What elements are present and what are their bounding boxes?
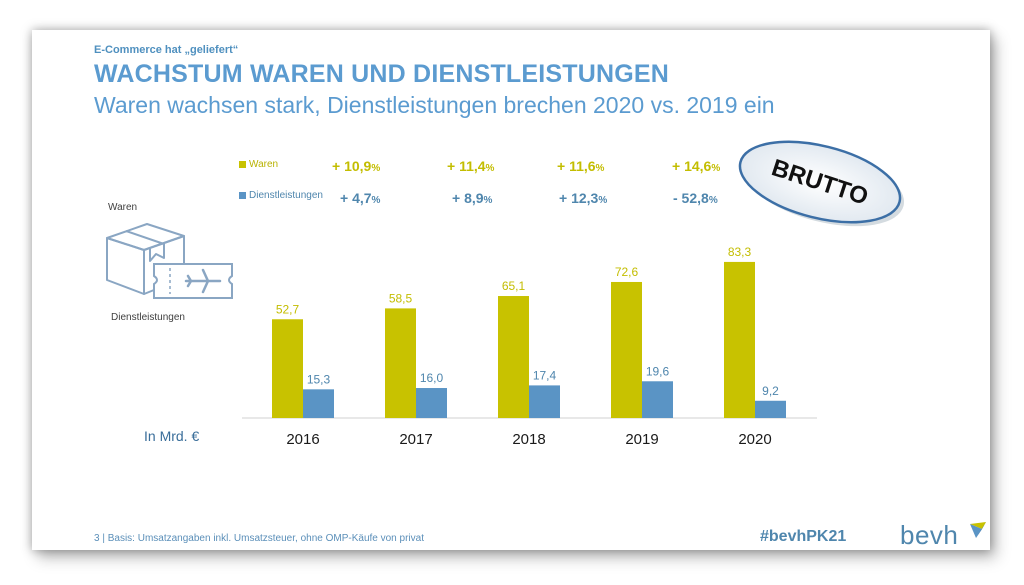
growth-waren-2019: + 11,6% <box>557 158 605 174</box>
bar-dienst-2020 <box>755 400 786 418</box>
x-tick-label-2017: 2017 <box>399 431 432 448</box>
growth-dienst-2019: + 12,3% <box>559 190 608 206</box>
bar-waren-2016 <box>272 319 303 418</box>
bar-waren-2020 <box>724 261 755 418</box>
growth-dienst-2018: + 8,9% <box>452 190 493 206</box>
data-label-waren-2020: 83,3 <box>728 245 752 259</box>
legend-swatch-waren <box>239 161 246 168</box>
page-subtitle: Waren wachsen stark, Dienstleistungen br… <box>94 92 775 118</box>
bar-dienst-2018 <box>529 385 560 418</box>
page-title: WACHSTUM WAREN UND DIENSTLEISTUNGEN <box>94 60 670 88</box>
data-label-dienst-2018: 17,4 <box>533 368 557 382</box>
hashtag: #bevhPK21 <box>760 528 847 545</box>
bar-dienst-2019 <box>642 381 673 418</box>
growth-waren-2020: + 14,6% <box>672 158 721 174</box>
bar-dienst-2016 <box>303 389 334 418</box>
bevh-logo-icon <box>970 522 987 538</box>
bar-waren-2017 <box>385 308 416 418</box>
legend-dienst: Dienstleistungen <box>239 190 323 201</box>
brutto-stamp: BRUTTO <box>738 140 905 227</box>
legend-waren: Waren <box>239 159 278 170</box>
growth-waren-2018: + 11,4% <box>447 158 495 174</box>
box-icon <box>106 223 233 299</box>
footer-note: 3 | Basis: Umsatzangaben inkl. Umsatzste… <box>94 533 424 544</box>
data-label-dienst-2017: 16,0 <box>420 371 444 385</box>
x-tick-label-2016: 2016 <box>286 431 319 448</box>
bar-waren-2018 <box>498 296 529 418</box>
data-label-waren-2018: 65,1 <box>502 279 526 293</box>
legend-label-waren: Waren <box>249 159 279 170</box>
data-label-dienst-2019: 19,6 <box>646 364 670 378</box>
unit-label: In Mrd. € <box>144 428 200 444</box>
data-label-dienst-2020: 9,2 <box>762 384 779 398</box>
growth-dienst-2020: - 52,8% <box>673 190 718 206</box>
legend-swatch-dienst <box>239 192 246 199</box>
icon-label-dienst: Dienstleistungen <box>111 312 185 323</box>
x-tick-label-2018: 2018 <box>512 431 545 448</box>
legend-label-dienst: Dienstleistungen <box>249 190 323 201</box>
growth-dienst-2017: + 4,7% <box>340 190 381 206</box>
bar-chart: 52,7 15,3 2016 58,5 16,0 2017 65,1 17,4 2018 72,6… <box>242 245 817 448</box>
slide: E-Commerce hat „geliefert“ WACHSTUM WARE… <box>32 30 990 550</box>
x-tick-label-2019: 2019 <box>625 431 658 448</box>
ticket-plane-icon <box>153 263 233 299</box>
icon-label-waren: Waren <box>108 202 138 213</box>
x-tick-label-2020: 2020 <box>738 431 771 448</box>
data-label-waren-2016: 52,7 <box>276 302 300 316</box>
data-label-dienst-2016: 15,3 <box>307 372 331 386</box>
brand-logo: bevh <box>900 520 988 551</box>
growth-waren-2017: + 10,9% <box>332 158 381 174</box>
bar-dienst-2017 <box>416 388 447 418</box>
bar-waren-2019 <box>611 281 642 418</box>
kicker-text: E-Commerce hat „geliefert“ <box>94 44 239 56</box>
data-label-waren-2017: 58,5 <box>389 291 413 305</box>
data-label-waren-2019: 72,6 <box>615 265 639 279</box>
brand-name: bevh <box>900 520 959 550</box>
